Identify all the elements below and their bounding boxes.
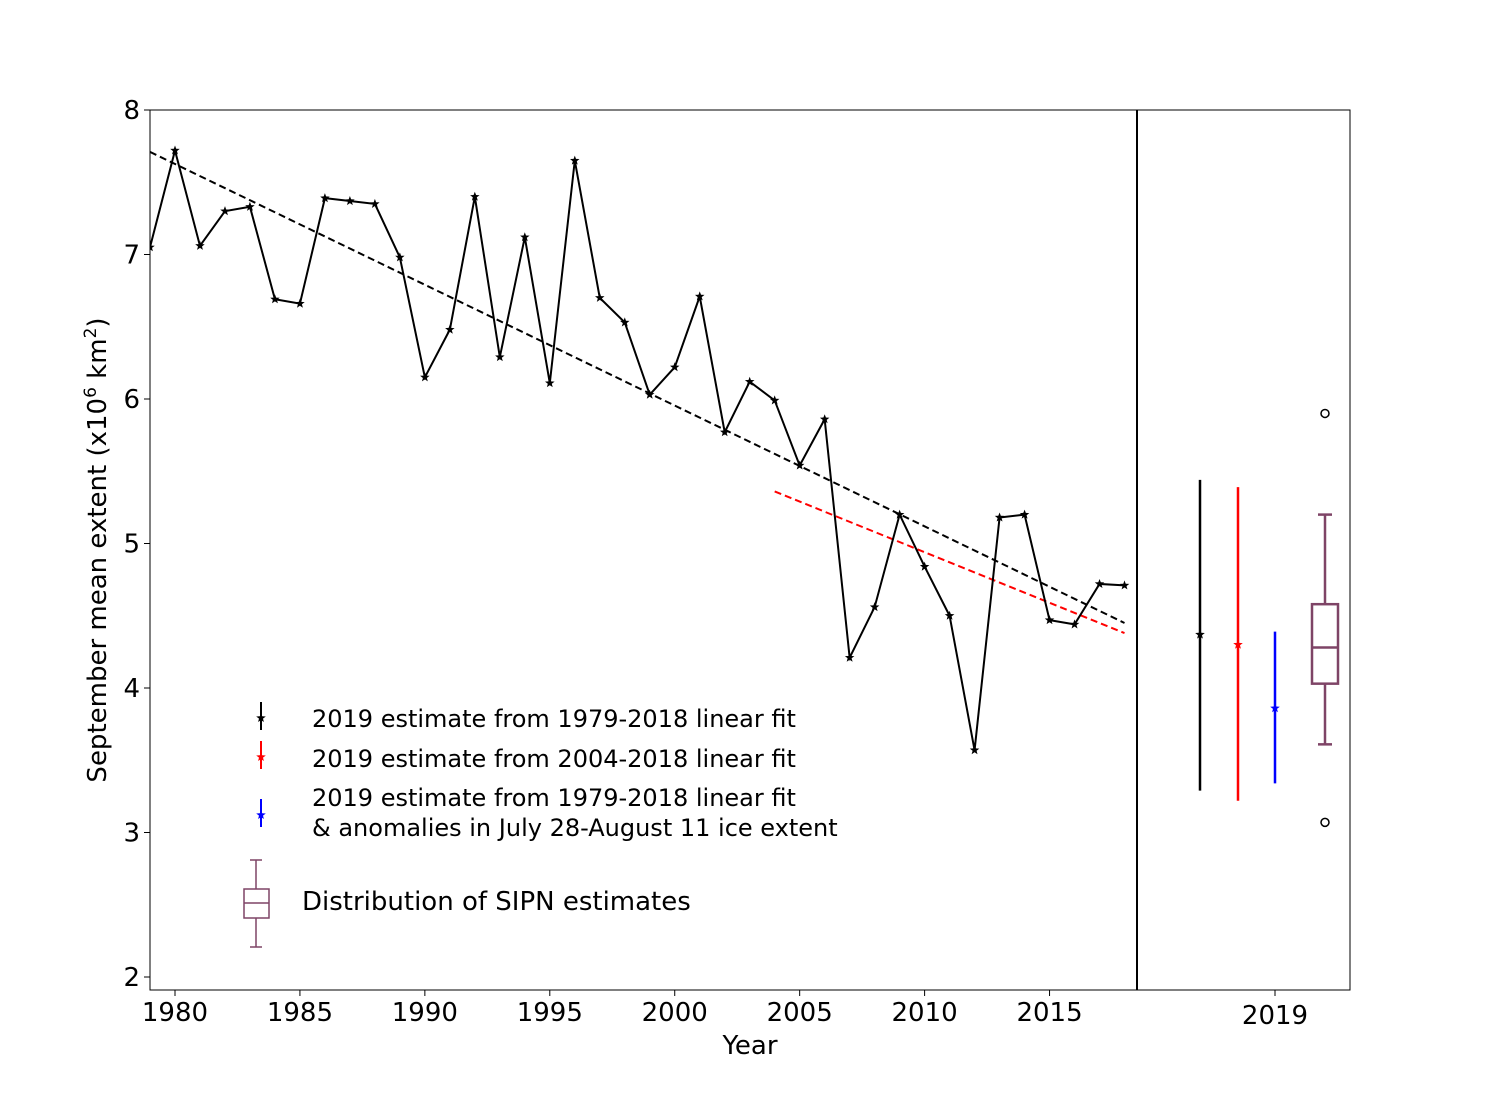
x-tick-label: 1980 [142, 998, 208, 1028]
data-point-2008 [869, 602, 880, 612]
data-point-2006 [819, 414, 830, 424]
plot-area [150, 145, 1130, 755]
data-point-2009 [894, 509, 905, 519]
x-axis-label: Year [721, 1031, 777, 1061]
x-tick-label: 1995 [517, 998, 583, 1028]
data-point-2001 [695, 291, 705, 301]
data-point-1997 [595, 292, 605, 302]
data-point-1991 [445, 324, 455, 334]
box-outlier-1 [1320, 817, 1330, 828]
data-point-2005 [794, 460, 805, 470]
box-outlier-0 [1320, 408, 1330, 419]
data-point-2015 [1044, 615, 1055, 625]
x-tick-label: 2015 [1016, 998, 1082, 1028]
legend-label-box: Distribution of SIPN estimates [302, 887, 691, 917]
data-point-2011 [944, 610, 955, 620]
data-point-1984 [270, 294, 280, 304]
data-point-1987 [345, 196, 355, 206]
legend-label-blue: 2019 estimate from 1979-2018 linear fit [312, 784, 796, 812]
estimate-marker-1 [1233, 639, 1243, 649]
y-tick-label: 5 [123, 529, 140, 559]
data-point-1986 [320, 193, 330, 203]
data-point-1999 [645, 389, 655, 399]
extent-line [150, 146, 1125, 751]
estimate-marker-0 [1195, 629, 1205, 639]
legend-star-2 [256, 810, 266, 819]
data-point-1982 [220, 206, 230, 216]
data-point-1979 [150, 242, 155, 252]
x-tick-label: 2010 [892, 998, 958, 1028]
data-point-2014 [1019, 509, 1030, 519]
data-point-2003 [744, 376, 755, 386]
y-tick-label: 7 [123, 240, 140, 270]
x-tick-label: 1990 [392, 998, 458, 1028]
data-point-2000 [670, 362, 680, 372]
y-tick-label: 8 [123, 96, 140, 126]
x-tick-label: 2000 [642, 998, 708, 1028]
x-tick-label: 1985 [267, 998, 333, 1028]
box-iqr [1310, 602, 1340, 685]
forecast-axes-frame [1136, 109, 1351, 991]
data-point-1995 [545, 378, 555, 388]
estimate-marker-2 [1270, 703, 1280, 713]
x-tick-label-2019: 2019 [1242, 1001, 1308, 1031]
data-point-1989 [395, 252, 405, 262]
y-tick-label: 6 [123, 385, 140, 415]
data-point-1988 [370, 198, 380, 208]
legend-star-0 [256, 713, 266, 722]
data-point-1996 [570, 155, 580, 165]
data-point-1998 [620, 317, 630, 327]
y-tick-label: 4 [123, 674, 140, 704]
data-point-1992 [470, 191, 480, 201]
main-axes-frame [149, 109, 1138, 991]
legend: 2019 estimate from 1979-2018 linear fit … [302, 705, 838, 917]
data-point-1983 [245, 201, 255, 211]
legend-label-black: 2019 estimate from 1979-2018 linear fit [312, 705, 796, 733]
data-point-2002 [720, 427, 730, 437]
trend-line-1979-2018 [150, 151, 1125, 624]
legend-label-blue-line2: & anomalies in July 28-August 11 ice ext… [312, 814, 838, 842]
y-axis-label: September mean extent (x106 km2) [81, 317, 113, 782]
data-point-1985 [295, 298, 305, 308]
legend-label-red: 2019 estimate from 2004-2018 linear fit [312, 745, 796, 773]
data-point-2007 [844, 652, 855, 662]
data-point-1990 [420, 372, 430, 382]
data-point-2004 [769, 395, 780, 405]
data-point-2010 [919, 561, 930, 571]
data-point-2012 [969, 745, 980, 755]
data-point-1994 [520, 232, 530, 242]
y-tick-label: 2 [123, 963, 140, 993]
x-tick-label: 2005 [767, 998, 833, 1028]
data-point-2017 [1094, 579, 1105, 588]
data-point-2016 [1069, 619, 1080, 629]
legend-star-1 [256, 752, 266, 761]
data-point-2018 [1119, 580, 1130, 590]
trend-line-2004-2018 [774, 490, 1125, 635]
data-point-2013 [994, 512, 1005, 522]
data-point-1980 [170, 145, 180, 155]
data-point-1981 [195, 240, 205, 250]
data-point-1993 [495, 352, 505, 362]
y-tick-label: 3 [123, 818, 140, 848]
